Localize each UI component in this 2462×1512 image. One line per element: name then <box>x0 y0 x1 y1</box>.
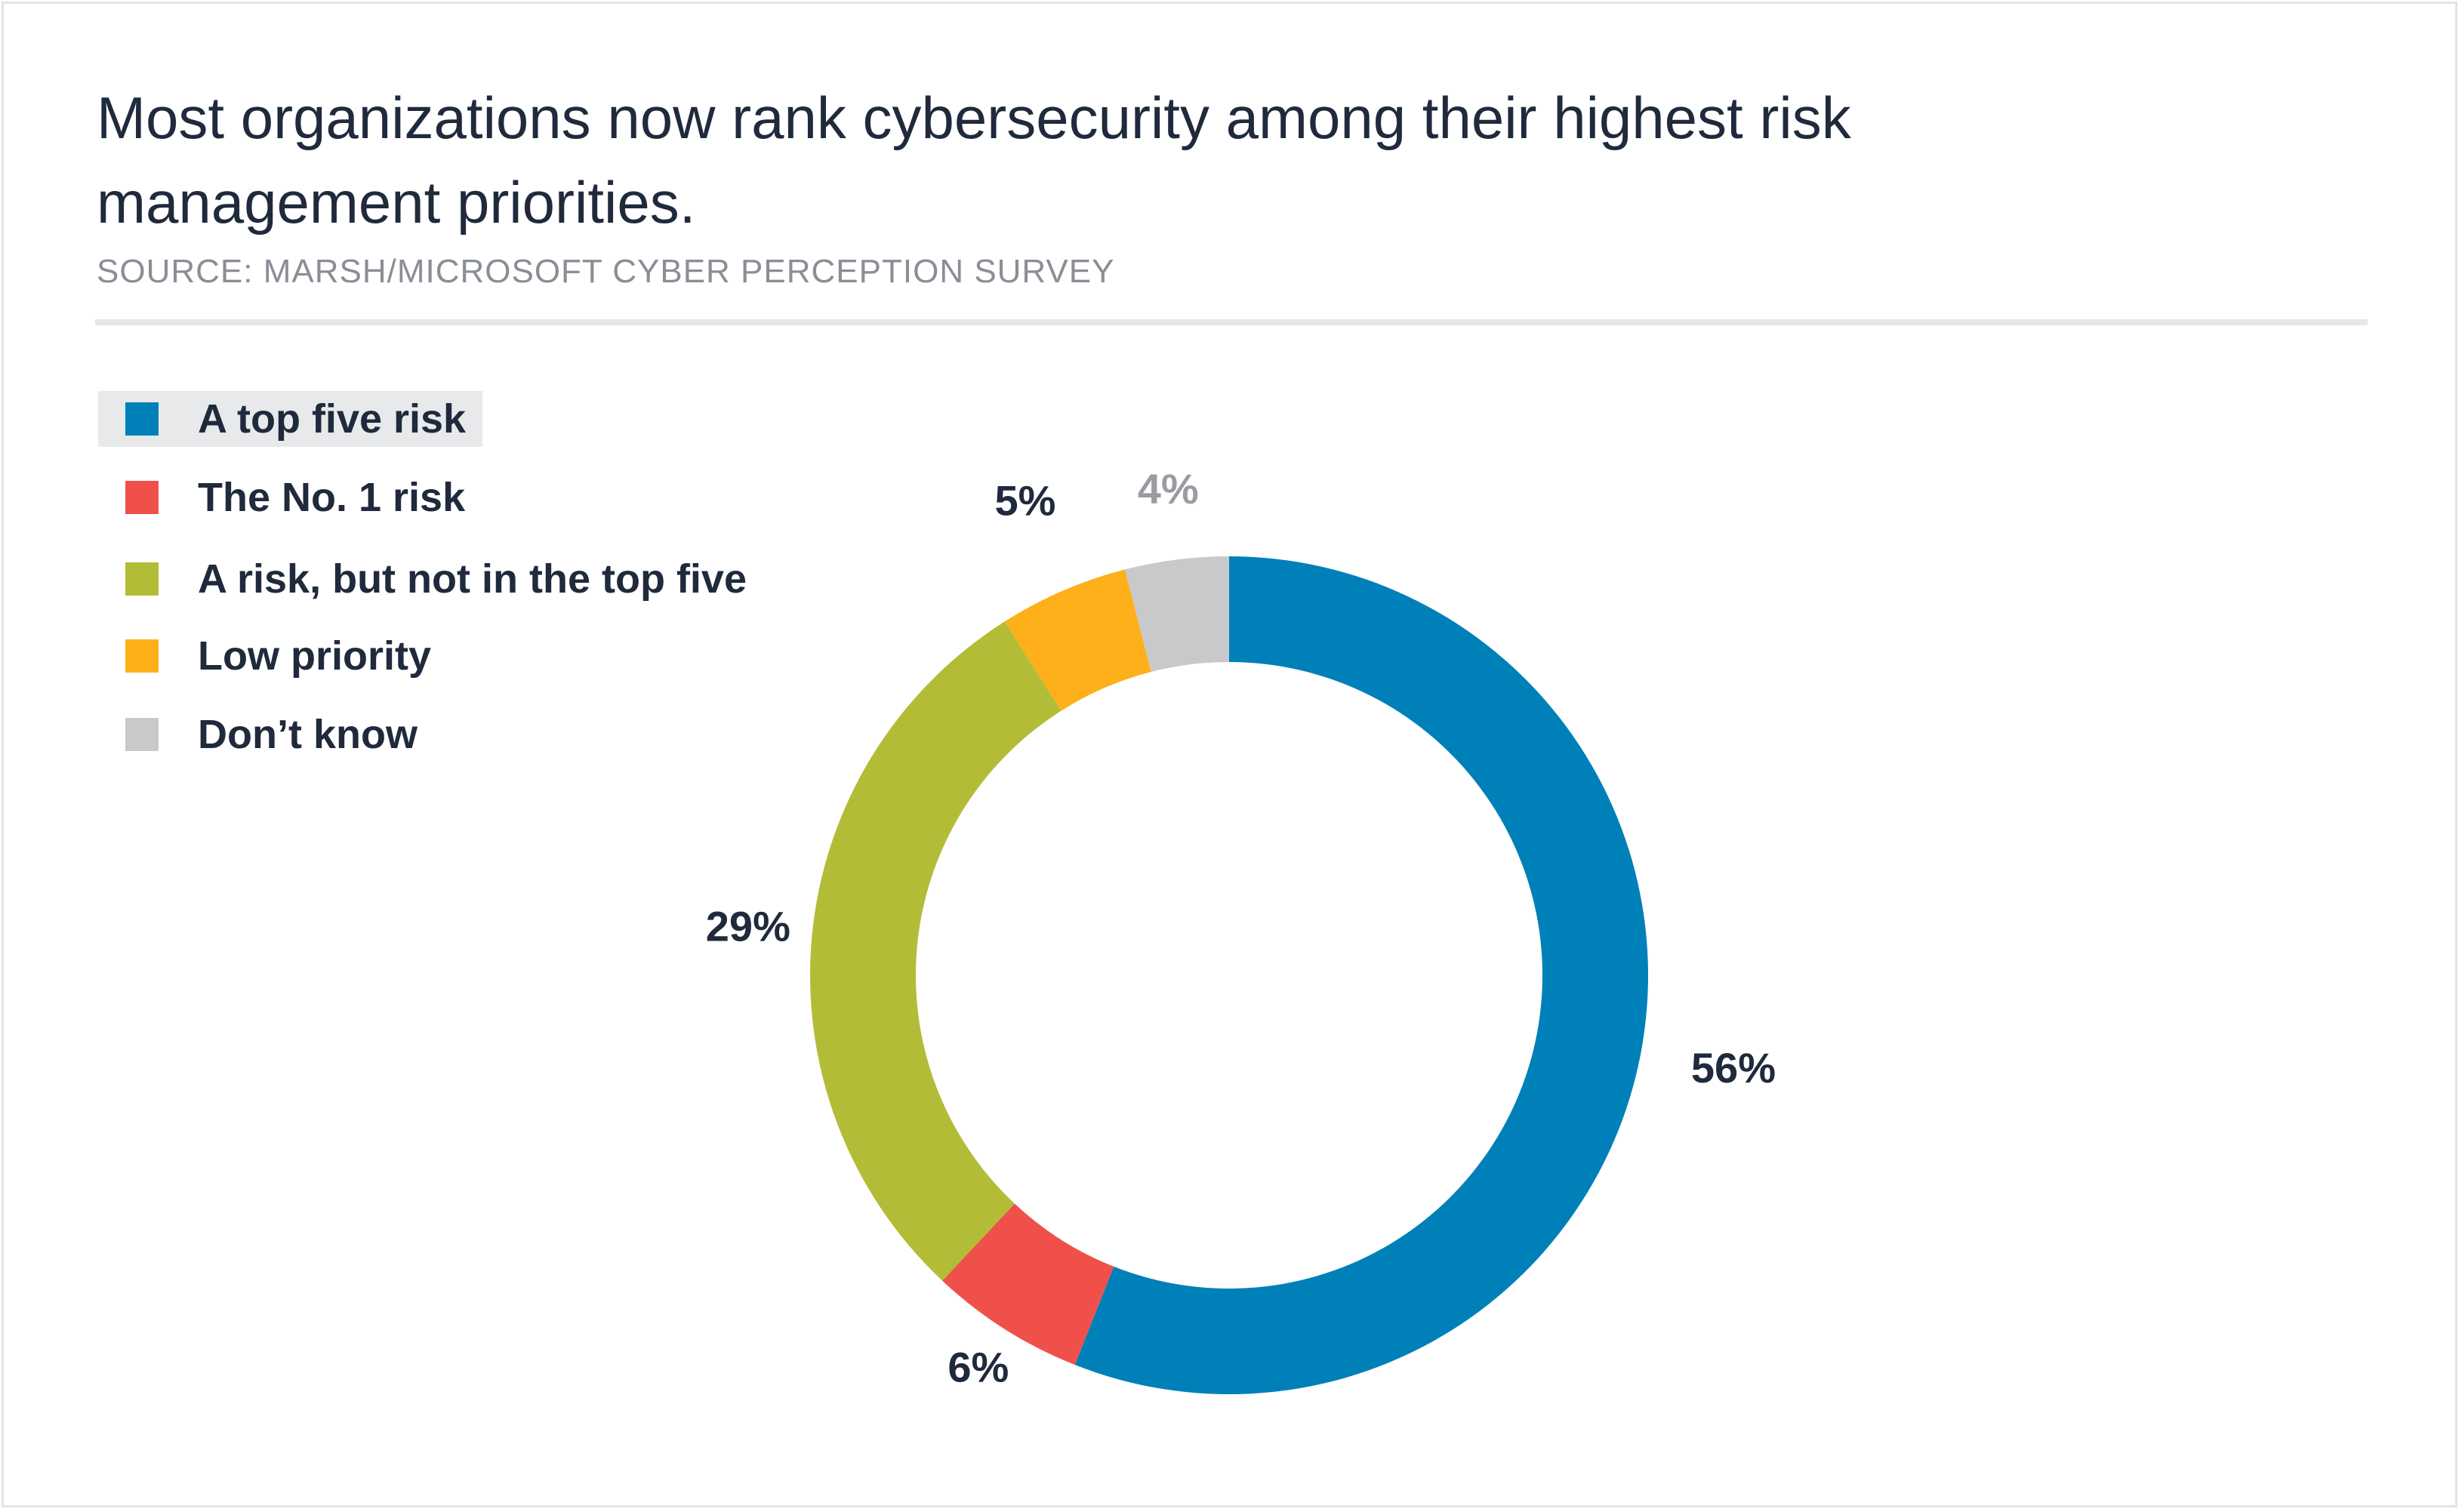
slice-label-3: 5% <box>994 477 1055 525</box>
slice-label-0: 56% <box>1691 1044 1776 1092</box>
legend-swatch <box>125 402 159 436</box>
legend-label: Low priority <box>198 633 431 679</box>
slice-label-4: 4% <box>1138 465 1199 513</box>
legend-swatch <box>125 718 159 751</box>
donut-slice-4[interactable] <box>1124 556 1229 673</box>
legend-swatch <box>125 562 159 596</box>
legend-label: Don’t know <box>198 712 418 757</box>
legend-item-low-priority[interactable]: Low priority <box>98 628 448 684</box>
legend-item-dont-know[interactable]: Don’t know <box>98 707 434 762</box>
donut-slice-0[interactable] <box>1074 556 1648 1394</box>
slice-label-2: 29% <box>706 903 790 950</box>
legend-swatch <box>125 639 159 673</box>
divider <box>95 319 2368 325</box>
legend-item-number-one[interactable]: The No. 1 risk <box>98 470 482 525</box>
chart-title: Most organizations now rank cybersecurit… <box>97 85 1851 236</box>
legend-item-not-top-five[interactable]: A risk, but not in the top five <box>98 551 763 607</box>
donut-slice-2[interactable] <box>809 621 1062 1281</box>
chart-source: SOURCE: MARSH/MICROSOFT CYBER PERCEPTION… <box>97 253 1115 290</box>
donut-slice-3[interactable] <box>1004 569 1151 711</box>
legend-label: The No. 1 risk <box>198 475 466 520</box>
slice-label-1: 6% <box>948 1343 1009 1390</box>
legend-item-top-five[interactable]: A top five risk <box>98 391 483 447</box>
donut-slice-1[interactable] <box>942 1203 1114 1366</box>
legend-swatch <box>125 481 159 514</box>
legend-label: A risk, but not in the top five <box>198 556 747 602</box>
legend-label: A top five risk <box>198 396 467 442</box>
